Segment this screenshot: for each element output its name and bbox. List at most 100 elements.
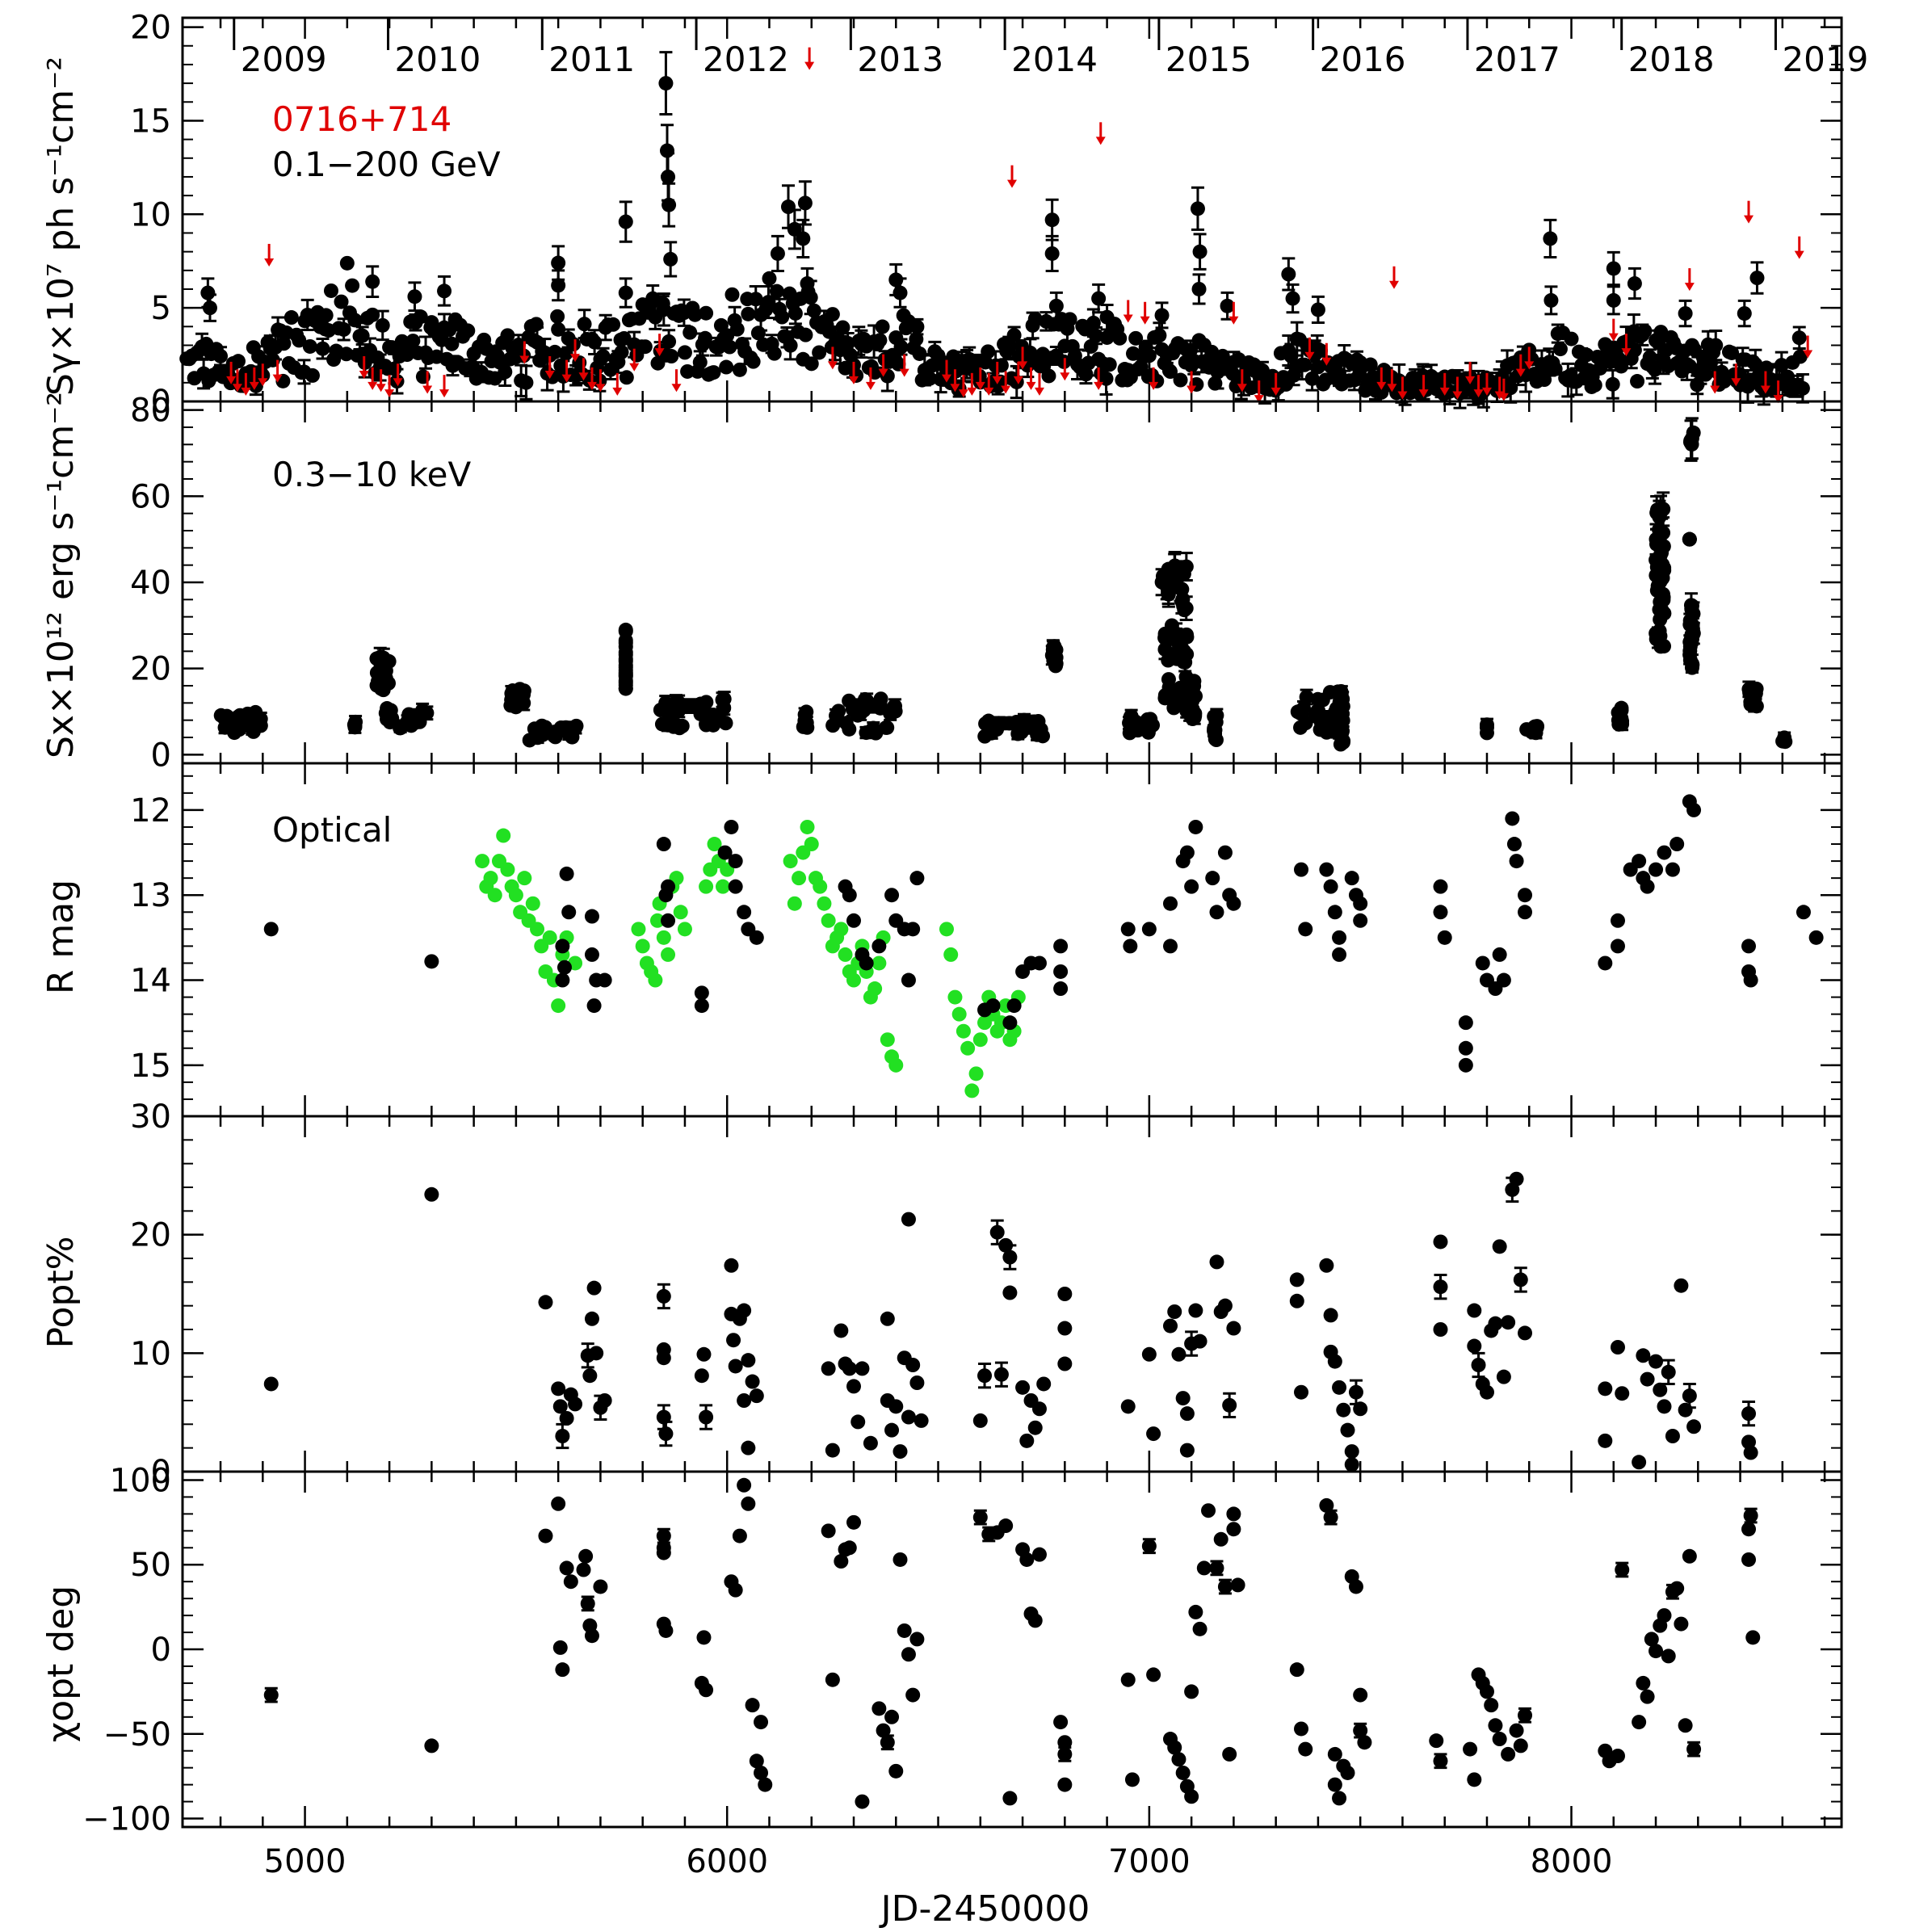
optical-green-point	[880, 1032, 895, 1048]
gamma-upper-limit-arrowhead	[992, 376, 1002, 384]
gamma-flux-point	[500, 328, 515, 343]
optical-black-point	[555, 972, 570, 988]
optical-black-point	[1053, 981, 1069, 997]
gamma-flux-point	[365, 274, 380, 289]
optical-y-tick-label: 12	[130, 792, 171, 830]
gamma-flux-point	[304, 368, 320, 383]
xray-flux-point	[1166, 700, 1182, 716]
pol-y-tick-label: 10	[130, 1335, 171, 1372]
gamma-flux-point	[729, 321, 745, 337]
gamma-flux-point	[614, 344, 629, 359]
gamma-upper-limit-arrowhead	[1608, 333, 1619, 342]
pol-point	[850, 1414, 866, 1430]
gamma-flux-point	[1791, 330, 1807, 346]
gamma-flux-point	[355, 328, 370, 343]
optical-green-point	[800, 819, 815, 834]
xray-flux-point	[618, 645, 633, 660]
optical-green-point	[783, 854, 798, 869]
pol-point	[892, 1444, 908, 1460]
optical-black-point	[728, 879, 743, 894]
gamma-flux-point	[1780, 369, 1796, 384]
year-label: 2014	[1011, 40, 1098, 79]
chi-point	[1429, 1733, 1444, 1749]
optical-black-point	[1141, 922, 1157, 937]
gamma-flux-point	[1152, 328, 1167, 343]
optical-green-point	[542, 930, 557, 945]
optical-black-point	[1319, 862, 1334, 877]
optical-black-point	[1120, 922, 1136, 937]
pol-point	[1057, 1287, 1073, 1301]
pol-point	[1289, 1293, 1304, 1308]
pol-point	[834, 1323, 849, 1338]
gamma-flux-point	[1099, 309, 1115, 325]
chi-point	[1741, 1522, 1757, 1537]
xray-flux-point	[618, 622, 633, 637]
optical-black-point	[1184, 879, 1199, 894]
optical-black-point	[1506, 837, 1522, 852]
chi-point	[1741, 1552, 1757, 1567]
pol-point	[1175, 1391, 1191, 1406]
optical-band-label: Optical	[272, 810, 392, 850]
panel-pol: 0 10 20 30	[130, 1098, 1843, 1491]
optical-green-point	[631, 922, 646, 937]
gamma-flux-point	[661, 169, 676, 184]
pol-point	[584, 1311, 599, 1326]
pol-point	[1610, 1340, 1625, 1354]
xray-y-axis-title: Sx×10¹² erg s⁻¹cm⁻²	[40, 392, 82, 758]
xray-flux-point	[825, 718, 841, 733]
chi-point	[580, 1596, 595, 1611]
optical-black-point	[1332, 930, 1347, 945]
pol-point	[1057, 1321, 1073, 1336]
pol-point	[597, 1393, 612, 1408]
optical-black-point	[561, 905, 577, 920]
xray-flux-point	[1313, 716, 1329, 731]
gamma-upper-limit-arrowhead	[1803, 350, 1813, 359]
gamma-upper-limit-arrowhead	[1498, 393, 1509, 401]
pol-point	[741, 1440, 756, 1455]
gamma-upper-limit-arrowhead	[1001, 385, 1011, 394]
chi-y-tick-label: −50	[103, 1716, 171, 1754]
gamma-flux-point	[1285, 291, 1300, 306]
gamma-flux-point	[664, 349, 679, 364]
pol-point	[551, 1381, 566, 1396]
pol-point	[880, 1311, 895, 1326]
optical-green-point	[715, 879, 730, 894]
year-label: 2012	[703, 40, 789, 79]
xray-flux-point	[1048, 658, 1063, 674]
gamma-flux-point	[699, 305, 714, 321]
pol-point	[855, 1361, 870, 1376]
chi-y-axis-title: χopt deg	[40, 1586, 82, 1742]
xray-flux-point	[1030, 727, 1045, 742]
gamma-flux-point	[1091, 291, 1107, 306]
chi-y-tick-label: 0	[151, 1632, 171, 1669]
xray-flux-point	[419, 705, 435, 720]
gamma-flux-point	[680, 363, 695, 379]
gamma-flux-point	[719, 359, 734, 375]
chi-point	[1661, 1648, 1676, 1664]
optical-black-point	[1327, 905, 1342, 920]
gamma-flux-point	[1552, 342, 1568, 357]
chi-point	[834, 1554, 849, 1569]
gamma-flux-point	[318, 308, 334, 323]
pol-point	[914, 1413, 929, 1428]
pol-point	[724, 1258, 739, 1273]
pol-point	[1002, 1250, 1018, 1265]
optical-y-tick-label: 14	[130, 963, 171, 1000]
pol-point	[1433, 1234, 1448, 1250]
optical-black-point	[717, 845, 733, 860]
pol-point	[552, 1399, 568, 1414]
chi-point	[1340, 1765, 1355, 1780]
optical-green-point	[846, 972, 862, 988]
gamma-upper-limit-arrowhead	[1270, 387, 1281, 396]
chi-point	[552, 1640, 568, 1655]
gamma-upper-limit-arrowhead	[258, 378, 268, 387]
chi-point	[745, 1698, 760, 1713]
gamma-flux-point	[849, 368, 864, 383]
chi-point	[901, 1647, 916, 1662]
optical-black-point	[1458, 1057, 1473, 1073]
optical-black-point	[1353, 913, 1368, 928]
optical-black-point	[694, 985, 709, 1001]
chi-point	[1640, 1689, 1655, 1704]
optical-green-point	[699, 879, 714, 894]
gamma-upper-limit-arrowhead	[264, 258, 275, 267]
